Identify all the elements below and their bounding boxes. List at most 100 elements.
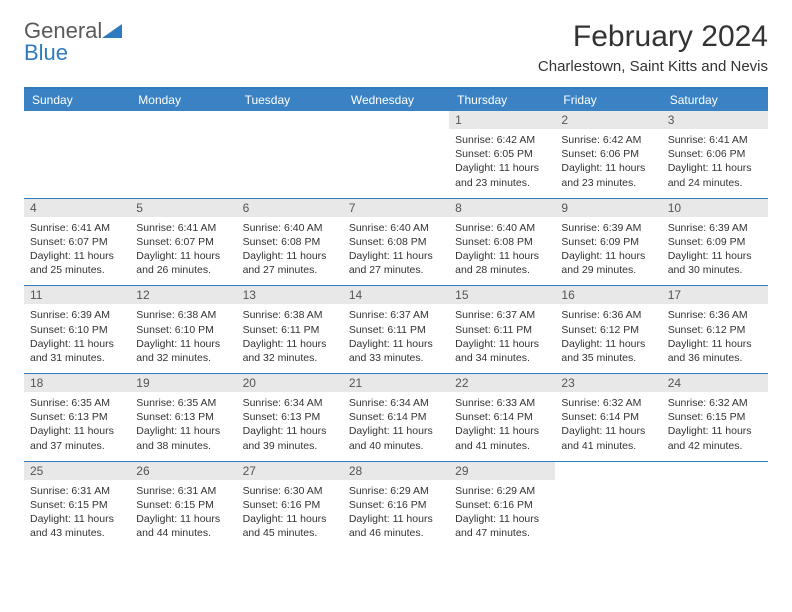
daylight-text: Daylight: 11 hours and 28 minutes. bbox=[455, 249, 549, 277]
calendar-cell: 6Sunrise: 6:40 AMSunset: 6:08 PMDaylight… bbox=[237, 199, 343, 286]
sunset-text: Sunset: 6:13 PM bbox=[30, 410, 124, 424]
daylight-text: Daylight: 11 hours and 42 minutes. bbox=[668, 424, 762, 452]
day-info: Sunrise: 6:36 AMSunset: 6:12 PMDaylight:… bbox=[561, 308, 655, 365]
sunrise-text: Sunrise: 6:35 AM bbox=[30, 396, 124, 410]
calendar-cell: 20 Sunrise: 6:34 AMSunset: 6:13 PMDayligh… bbox=[237, 374, 343, 461]
daylight-text: Daylight: 11 hours and 23 minutes. bbox=[561, 161, 655, 189]
week-row: 11Sunrise: 6:39 AMSunset: 6:10 PMDayligh… bbox=[24, 285, 768, 373]
calendar-cell: 7 Sunrise: 6:40 AMSunset: 6:08 PMDaylight… bbox=[343, 199, 449, 286]
sunrise-text: Sunrise: 6:29 AM bbox=[455, 484, 549, 498]
calendar-cell: 11Sunrise: 6:39 AMSunset: 6:10 PMDayligh… bbox=[24, 286, 130, 373]
day-number: 28 bbox=[343, 462, 449, 480]
sunset-text: Sunset: 6:13 PM bbox=[243, 410, 337, 424]
logo-text-2: Blue bbox=[24, 40, 68, 65]
daylight-text: Daylight: 11 hours and 44 minutes. bbox=[136, 512, 230, 540]
day-number: 24 bbox=[662, 374, 768, 392]
calendar-cell: 24Sunrise: 6:32 AMSunset: 6:15 PMDayligh… bbox=[662, 374, 768, 461]
day-header-tue: Tuesday bbox=[237, 89, 343, 111]
calendar-cell: 15Sunrise: 6:37 AMSunset: 6:11 PMDayligh… bbox=[449, 286, 555, 373]
daylight-text: Daylight: 11 hours and 46 minutes. bbox=[349, 512, 443, 540]
day-info: Sunrise: 6:32 AMSunset: 6:14 PMDaylight:… bbox=[561, 396, 655, 453]
sunset-text: Sunset: 6:12 PM bbox=[668, 323, 762, 337]
day-number: 29 bbox=[449, 462, 555, 480]
day-info: Sunrise: 6:40 AMSunset: 6:08 PMDaylight:… bbox=[349, 221, 443, 278]
day-info: Sunrise: 6:33 AMSunset: 6:14 PMDaylight:… bbox=[455, 396, 549, 453]
sunrise-text: Sunrise: 6:31 AM bbox=[30, 484, 124, 498]
sunrise-text: Sunrise: 6:36 AM bbox=[668, 308, 762, 322]
day-number: 18 bbox=[24, 374, 130, 392]
day-number: 20 bbox=[237, 374, 343, 392]
calendar-cell: 22 Sunrise: 6:33 AMSunset: 6:14 PMDayligh… bbox=[449, 374, 555, 461]
sunset-text: Sunset: 6:11 PM bbox=[243, 323, 337, 337]
daylight-text: Daylight: 11 hours and 32 minutes. bbox=[243, 337, 337, 365]
day-number: 4 bbox=[24, 199, 130, 217]
day-info: Sunrise: 6:34 AMSunset: 6:13 PMDaylight:… bbox=[243, 396, 337, 453]
day-info: Sunrise: 6:38 AMSunset: 6:11 PMDaylight:… bbox=[243, 308, 337, 365]
header: General Blue February 2024 Charlestown, … bbox=[24, 20, 768, 75]
sunset-text: Sunset: 6:13 PM bbox=[136, 410, 230, 424]
day-info: Sunrise: 6:38 AMSunset: 6:10 PMDaylight:… bbox=[136, 308, 230, 365]
day-info: Sunrise: 6:37 AMSunset: 6:11 PMDaylight:… bbox=[349, 308, 443, 365]
day-number: 2 bbox=[555, 111, 661, 129]
calendar-cell bbox=[343, 111, 449, 198]
day-number: 1 bbox=[449, 111, 555, 129]
sunset-text: Sunset: 6:12 PM bbox=[561, 323, 655, 337]
day-header-sat: Saturday bbox=[662, 89, 768, 111]
daylight-text: Daylight: 11 hours and 40 minutes. bbox=[349, 424, 443, 452]
daylight-text: Daylight: 11 hours and 34 minutes. bbox=[455, 337, 549, 365]
daylight-text: Daylight: 11 hours and 33 minutes. bbox=[349, 337, 443, 365]
calendar-cell: 12 Sunrise: 6:38 AMSunset: 6:10 PMDayligh… bbox=[130, 286, 236, 373]
sunrise-text: Sunrise: 6:42 AM bbox=[561, 133, 655, 147]
daylight-text: Daylight: 11 hours and 24 minutes. bbox=[668, 161, 762, 189]
title-block: February 2024 Charlestown, Saint Kitts a… bbox=[538, 20, 768, 75]
calendar-cell: 9Sunrise: 6:39 AMSunset: 6:09 PMDaylight… bbox=[555, 199, 661, 286]
sunset-text: Sunset: 6:15 PM bbox=[136, 498, 230, 512]
sunset-text: Sunset: 6:07 PM bbox=[30, 235, 124, 249]
day-number: 22 bbox=[449, 374, 555, 392]
sunrise-text: Sunrise: 6:29 AM bbox=[349, 484, 443, 498]
daylight-text: Daylight: 11 hours and 32 minutes. bbox=[136, 337, 230, 365]
page-title: February 2024 bbox=[538, 20, 768, 54]
sunrise-text: Sunrise: 6:35 AM bbox=[136, 396, 230, 410]
day-number: 12 bbox=[130, 286, 236, 304]
sunrise-text: Sunrise: 6:42 AM bbox=[455, 133, 549, 147]
sunset-text: Sunset: 6:05 PM bbox=[455, 147, 549, 161]
day-info: Sunrise: 6:41 AMSunset: 6:07 PMDaylight:… bbox=[30, 221, 124, 278]
day-number: 11 bbox=[24, 286, 130, 304]
day-number: 13 bbox=[237, 286, 343, 304]
calendar-cell: 16Sunrise: 6:36 AMSunset: 6:12 PMDayligh… bbox=[555, 286, 661, 373]
sunrise-text: Sunrise: 6:41 AM bbox=[136, 221, 230, 235]
day-number: 26 bbox=[130, 462, 236, 480]
calendar-cell: 29 Sunrise: 6:29 AMSunset: 6:16 PMDayligh… bbox=[449, 462, 555, 549]
calendar-cell: 1Sunrise: 6:42 AMSunset: 6:05 PMDaylight… bbox=[449, 111, 555, 198]
sunrise-text: Sunrise: 6:39 AM bbox=[668, 221, 762, 235]
sunrise-text: Sunrise: 6:37 AM bbox=[349, 308, 443, 322]
sunset-text: Sunset: 6:14 PM bbox=[455, 410, 549, 424]
daylight-text: Daylight: 11 hours and 38 minutes. bbox=[136, 424, 230, 452]
sunset-text: Sunset: 6:06 PM bbox=[668, 147, 762, 161]
day-number: 10 bbox=[662, 199, 768, 217]
day-number: 19 bbox=[130, 374, 236, 392]
daylight-text: Daylight: 11 hours and 31 minutes. bbox=[30, 337, 124, 365]
sunset-text: Sunset: 6:07 PM bbox=[136, 235, 230, 249]
calendar-cell bbox=[555, 462, 661, 549]
calendar-cell: 19 Sunrise: 6:35 AMSunset: 6:13 PMDayligh… bbox=[130, 374, 236, 461]
week-row: 18Sunrise: 6:35 AMSunset: 6:13 PMDayligh… bbox=[24, 373, 768, 461]
sunset-text: Sunset: 6:08 PM bbox=[455, 235, 549, 249]
day-info: Sunrise: 6:41 AMSunset: 6:06 PMDaylight:… bbox=[668, 133, 762, 190]
sunset-text: Sunset: 6:08 PM bbox=[243, 235, 337, 249]
sunrise-text: Sunrise: 6:40 AM bbox=[349, 221, 443, 235]
sunrise-text: Sunrise: 6:37 AM bbox=[455, 308, 549, 322]
day-number: 23 bbox=[555, 374, 661, 392]
day-info: Sunrise: 6:35 AMSunset: 6:13 PMDaylight:… bbox=[136, 396, 230, 453]
day-info: Sunrise: 6:29 AMSunset: 6:16 PMDaylight:… bbox=[455, 484, 549, 541]
page-subtitle: Charlestown, Saint Kitts and Nevis bbox=[538, 58, 768, 75]
day-info: Sunrise: 6:37 AMSunset: 6:11 PMDaylight:… bbox=[455, 308, 549, 365]
calendar-cell: 26Sunrise: 6:31 AMSunset: 6:15 PMDayligh… bbox=[130, 462, 236, 549]
daylight-text: Daylight: 11 hours and 35 minutes. bbox=[561, 337, 655, 365]
week-row: 1Sunrise: 6:42 AMSunset: 6:05 PMDaylight… bbox=[24, 111, 768, 198]
day-number: 5 bbox=[130, 199, 236, 217]
sunrise-text: Sunrise: 6:34 AM bbox=[243, 396, 337, 410]
day-number: 7 bbox=[343, 199, 449, 217]
daylight-text: Daylight: 11 hours and 45 minutes. bbox=[243, 512, 337, 540]
